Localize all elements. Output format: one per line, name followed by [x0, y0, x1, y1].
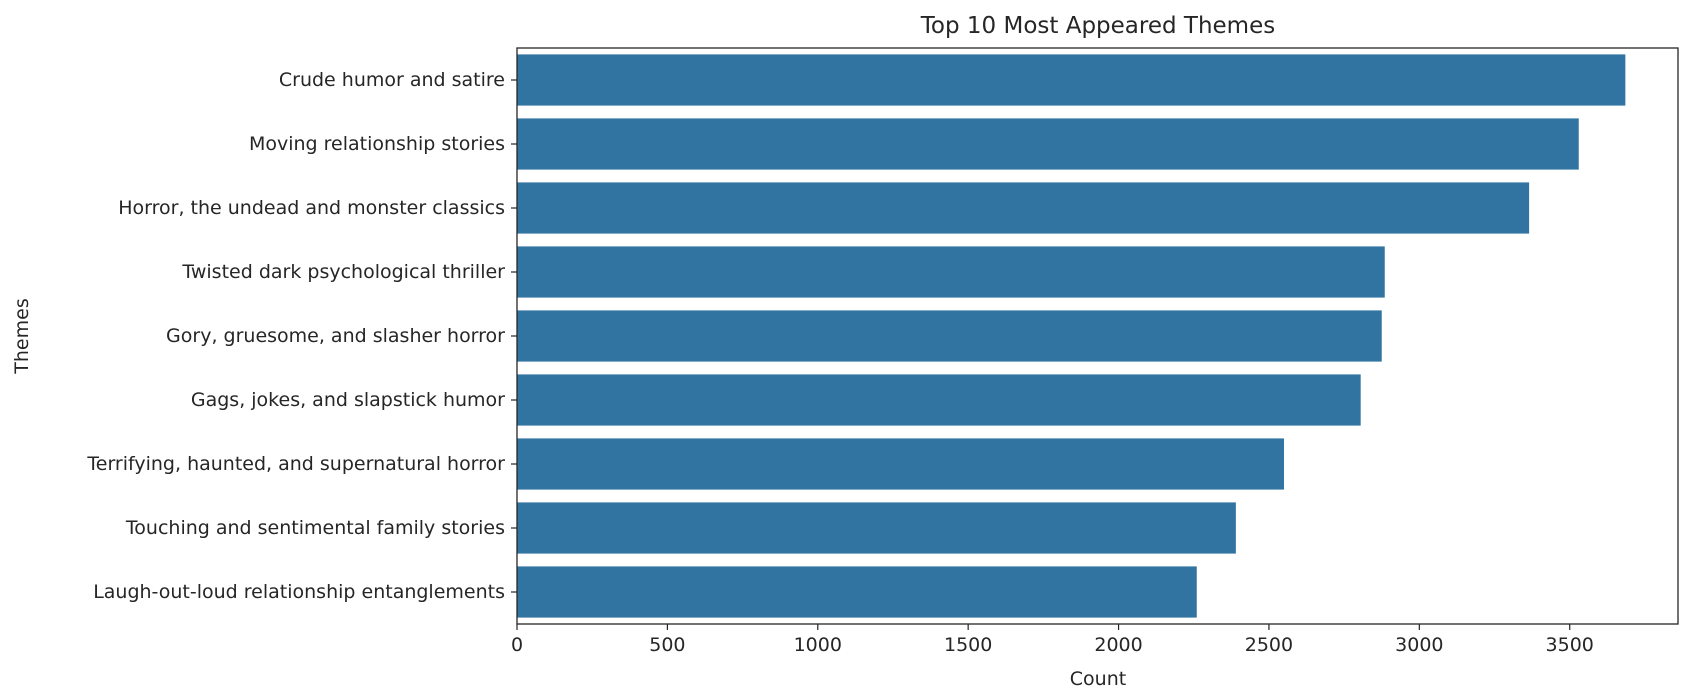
bars-group — [517, 54, 1626, 618]
y-tick-label: Moving relationship stories — [249, 133, 505, 155]
chart-title: Top 10 Most Appeared Themes — [920, 13, 1275, 39]
x-tick-label: 1500 — [944, 634, 992, 656]
plot-frame — [516, 47, 1679, 625]
y-tick-label: Twisted dark psychological thriller — [181, 261, 505, 283]
x-tick-label: 2000 — [1094, 634, 1142, 656]
bar — [517, 118, 1579, 170]
bar — [517, 310, 1382, 362]
x-axis-ticks: 0 500 1000 1500 2000 2500 3000 3500 — [511, 624, 1594, 656]
x-tick-label: 2500 — [1245, 634, 1293, 656]
y-tick-label: Gags, jokes, and slapstick humor — [191, 389, 505, 411]
y-axis-label: Themes — [11, 298, 33, 374]
bar — [517, 374, 1361, 426]
x-tick-label: 3500 — [1546, 634, 1594, 656]
y-tick-label: Horror, the undead and monster classics — [118, 197, 505, 219]
x-tick-label: 3000 — [1395, 634, 1443, 656]
x-tick-label: 0 — [511, 634, 523, 656]
y-tick-label: Terrifying, haunted, and supernatural ho… — [86, 453, 505, 475]
bar — [517, 54, 1626, 106]
bar — [517, 246, 1385, 298]
bar — [517, 502, 1236, 554]
y-tick-label: Touching and sentimental family stories — [125, 517, 505, 539]
y-tick-label: Crude humor and satire — [279, 69, 505, 91]
bar — [517, 566, 1197, 618]
y-axis-ticks: Crude humor and satire Moving relationshi… — [86, 69, 517, 603]
x-tick-label: 1000 — [794, 634, 842, 656]
bar — [517, 182, 1530, 234]
bar — [517, 438, 1284, 490]
y-tick-label: Laugh-out-loud relationship entanglement… — [93, 581, 505, 603]
y-tick-label: Gory, gruesome, and slasher horror — [166, 325, 505, 347]
x-tick-label: 500 — [649, 634, 685, 656]
x-axis-label: Count — [1070, 668, 1126, 690]
